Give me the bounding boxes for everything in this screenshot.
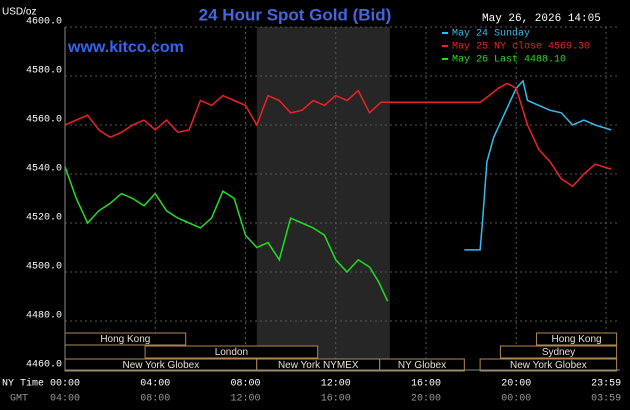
gmt-tick-label: 00:00 [501, 394, 531, 405]
session-label: NY Globex [398, 360, 446, 371]
session-bar [479, 358, 618, 372]
session-label: Hong Kong [100, 334, 150, 345]
x-row-label: GMT [10, 394, 28, 405]
session-bar [536, 332, 618, 346]
x-tick-label: 08:00 [230, 379, 260, 390]
session-label: New York NYMEX [278, 360, 359, 371]
session-label: New York Globex [510, 360, 587, 371]
gmt-tick-label: 04:00 [50, 394, 80, 405]
y-tick-label: 4600.0 [26, 17, 62, 28]
y-tick-label: 4540.0 [26, 164, 62, 175]
session-label: Hong Kong [552, 334, 602, 345]
gmt-tick-label: 12:00 [230, 394, 260, 405]
session-bar [144, 345, 319, 359]
y-tick-label: 4560.0 [26, 115, 62, 126]
gmt-tick-label: 03:59 [591, 394, 621, 405]
timestamp: May 26, 2026 14:05 [482, 13, 601, 25]
series-line [64, 82, 612, 188]
legend-label: May 26 Last 4488.10 [452, 55, 566, 66]
y-tick-label: 4480.0 [26, 311, 62, 322]
legend-label: May 25 NY close 4569.30 [452, 41, 590, 53]
x-tick-label: 20:00 [501, 379, 531, 390]
gmt-tick-label: 08:00 [140, 394, 170, 405]
y-tick-label: 4500.0 [26, 262, 62, 273]
session-label: Sydney [542, 347, 575, 358]
y-unit: USD/oz [2, 7, 36, 18]
y-tick-label: 4460.0 [26, 360, 62, 371]
gmt-tick-label: 20:00 [411, 394, 441, 405]
chart-title: 24 Hour Spot Gold (Bid) [199, 5, 392, 24]
session-label: London [215, 347, 248, 358]
x-tick-label: 04:00 [140, 379, 170, 390]
shaded-range [256, 27, 390, 370]
gmt-tick-label: 16:00 [321, 394, 351, 405]
x-tick-label: 12:00 [321, 379, 351, 390]
x-tick-label: 00:00 [50, 379, 80, 390]
y-tick-label: 4520.0 [26, 213, 62, 224]
y-tick-label: 4580.0 [26, 66, 62, 77]
legend-label: May 24 Sunday [452, 28, 530, 40]
x-tick-label: 16:00 [411, 379, 441, 390]
series-line [64, 166, 389, 302]
x-row-label: NY Time [2, 378, 44, 390]
session-bar [379, 358, 465, 372]
session-label: New York Globex [123, 360, 200, 371]
session-bar [499, 345, 618, 359]
x-tick-label: 23:59 [591, 379, 621, 390]
series-line [464, 79, 612, 251]
site-url: www.kitco.com [67, 39, 184, 56]
